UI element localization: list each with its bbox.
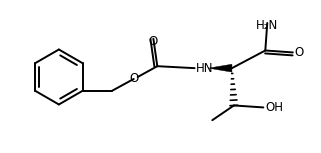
Text: O: O	[295, 46, 304, 59]
Polygon shape	[208, 64, 232, 72]
Text: O: O	[129, 73, 138, 86]
Text: O: O	[149, 35, 158, 48]
Text: OH: OH	[265, 101, 283, 114]
Text: HN: HN	[195, 62, 213, 75]
Text: H₂N: H₂N	[256, 19, 278, 32]
